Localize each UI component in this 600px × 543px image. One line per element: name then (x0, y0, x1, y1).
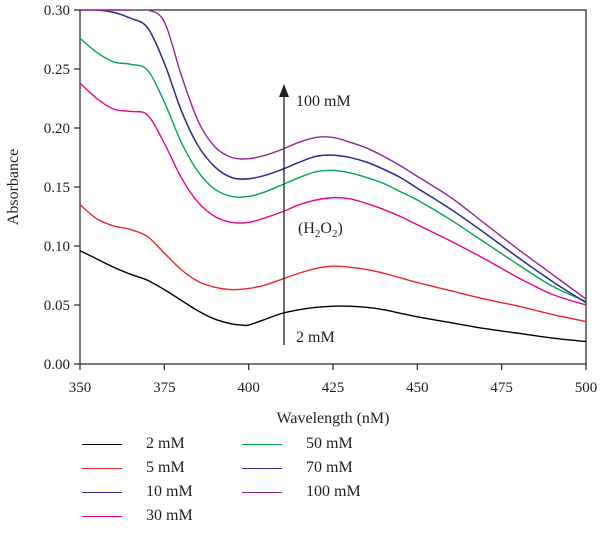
y-tick-label: 0.30 (44, 3, 70, 19)
x-tick-label: 375 (153, 380, 176, 396)
y-tick-label: 0.15 (44, 180, 70, 196)
x-tick-label: 350 (69, 380, 92, 396)
y-tick-label: 0.10 (44, 239, 70, 255)
series-line-2-mm (80, 250, 586, 343)
x-tick-label: 425 (322, 380, 345, 396)
series-line-70-mm (80, 10, 586, 304)
x-axis: 350 375 400 425 450 475 500 (69, 364, 598, 396)
y-axis-title: Absorbance (5, 149, 22, 225)
y-tick-label: 0.00 (44, 357, 70, 373)
y-tick-label: 0.25 (44, 62, 70, 78)
arrow-bottom-label: 2 mM (296, 329, 335, 346)
plot-frame (79, 9, 587, 365)
x-tick-label: 450 (406, 380, 429, 396)
y-tick-label: 0.20 (44, 121, 70, 137)
concentration-arrow (279, 84, 289, 345)
x-tick-label: 400 (237, 380, 260, 396)
x-tick-label: 500 (575, 380, 598, 396)
series-line-5-mm (80, 204, 586, 323)
species-label: (H2O2) (298, 220, 343, 240)
x-tick-label: 475 (490, 380, 513, 396)
y-tick-label: 0.05 (44, 298, 70, 314)
series-line-100-mm (80, 10, 586, 300)
series-line-30-mm (80, 82, 586, 306)
series-line-50-mm (80, 37, 586, 303)
x-axis-title: Wavelength (nM) (277, 410, 390, 427)
y-axis: 0.00 0.05 0.10 0.15 0.20 0.25 0.30 (44, 3, 80, 373)
arrow-top-label: 100 mM (296, 93, 351, 110)
series-layer (80, 10, 586, 343)
